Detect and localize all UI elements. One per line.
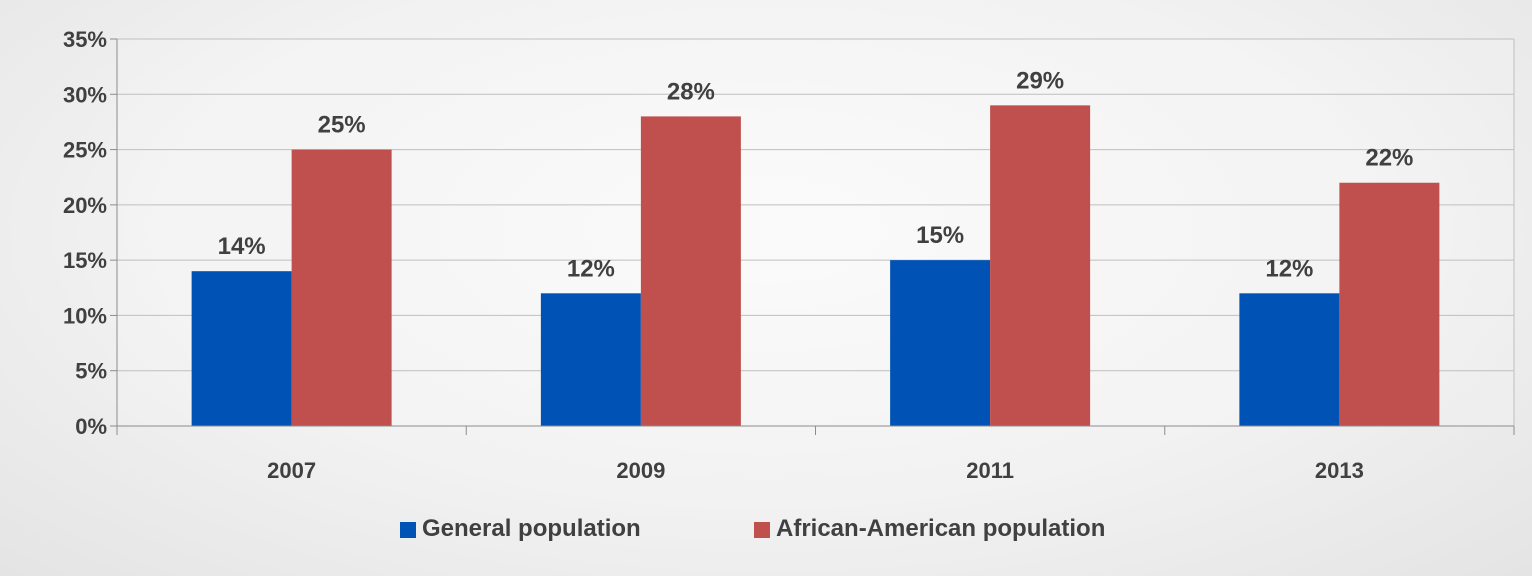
y-tick-label: 25%: [63, 138, 107, 163]
bar-african-american-2013: [1339, 182, 1440, 426]
x-tick-label: 2013: [1315, 458, 1364, 483]
data-label: 12%: [1265, 255, 1313, 282]
bar-general-2007: [191, 271, 292, 426]
y-tick-label: 30%: [63, 82, 107, 107]
data-label: 29%: [1016, 67, 1064, 94]
x-tick-label: 2009: [616, 458, 665, 483]
y-tick-label: 10%: [63, 303, 107, 328]
data-label: 25%: [318, 112, 366, 139]
data-label: 15%: [916, 222, 964, 249]
bar-general-2013: [1239, 293, 1340, 426]
bars: [191, 105, 1440, 427]
bar-general-2011: [890, 260, 991, 426]
bar-african-american-2007: [291, 149, 392, 427]
bar-general-2009: [540, 293, 641, 426]
legend-swatch-general: [400, 522, 416, 538]
legend-label: General population: [422, 515, 641, 542]
y-tick-label: 5%: [75, 359, 107, 384]
data-label: 12%: [567, 255, 615, 282]
x-tick-label: 2007: [267, 458, 316, 483]
x-tick-label: 2011: [966, 458, 1014, 483]
data-label: 28%: [667, 78, 715, 105]
axes: 0% 5% 10% 15% 20% 25% 30% 35% 2007 2009 2011 2013: [63, 27, 1515, 483]
legend: General population African-American popul…: [400, 515, 1105, 542]
legend-label: African-American population: [776, 515, 1105, 542]
data-label: 14%: [218, 233, 266, 260]
y-tick-label: 20%: [63, 193, 107, 218]
y-tick-label: 35%: [63, 27, 107, 52]
y-tick-label: 0%: [75, 414, 107, 439]
bar-african-american-2011: [990, 105, 1091, 426]
bar-african-american-2009: [640, 116, 741, 427]
legend-swatch-african-american: [754, 522, 770, 538]
data-label: 22%: [1365, 145, 1413, 172]
y-tick-label: 15%: [63, 248, 107, 273]
data-labels: 14% 25% 12% 28% 15% 29% 12% 22%: [218, 67, 1414, 282]
